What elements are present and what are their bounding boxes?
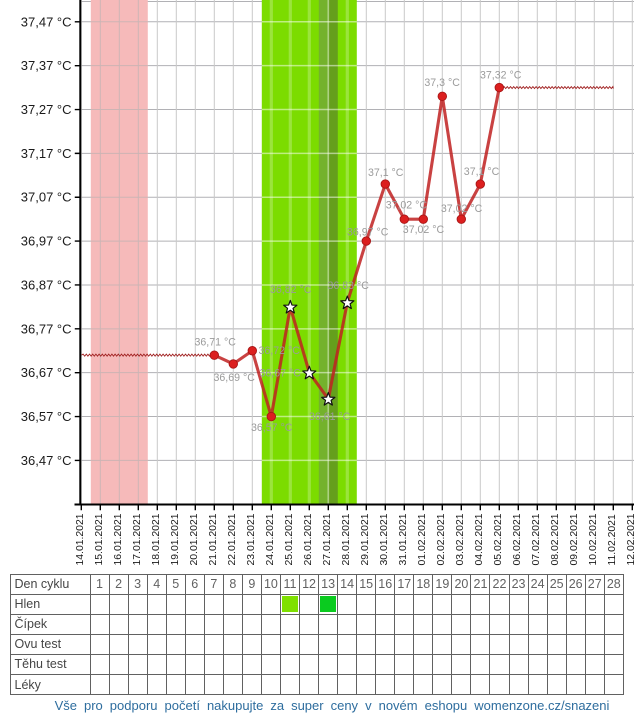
svg-text:37,02 °C: 37,02 °C bbox=[403, 224, 445, 236]
svg-text:12.02.2021: 12.02.2021 bbox=[626, 513, 637, 565]
svg-text:25.01.2021: 25.01.2021 bbox=[284, 513, 295, 565]
svg-text:24.01.2021: 24.01.2021 bbox=[265, 513, 276, 565]
svg-text:36,97 °C: 36,97 °C bbox=[347, 227, 389, 239]
svg-text:07.02.2021: 07.02.2021 bbox=[531, 513, 542, 565]
svg-text:36,77 °C: 36,77 °C bbox=[21, 321, 72, 336]
svg-text:36,57 °C: 36,57 °C bbox=[21, 409, 72, 424]
svg-text:05.02.2021: 05.02.2021 bbox=[493, 513, 504, 565]
svg-text:36,61 °C: 36,61 °C bbox=[309, 411, 351, 423]
svg-text:36,47 °C: 36,47 °C bbox=[21, 453, 72, 468]
svg-text:37,02 °C: 37,02 °C bbox=[386, 200, 428, 212]
svg-text:30.01.2021: 30.01.2021 bbox=[379, 513, 390, 565]
svg-text:36,71 °C: 36,71 °C bbox=[195, 337, 237, 349]
svg-text:37,47 °C: 37,47 °C bbox=[21, 14, 72, 29]
svg-text:10.02.2021: 10.02.2021 bbox=[588, 513, 599, 565]
svg-text:06.02.2021: 06.02.2021 bbox=[512, 513, 523, 565]
svg-text:36,67 °C: 36,67 °C bbox=[260, 368, 302, 380]
svg-text:23.01.2021: 23.01.2021 bbox=[246, 513, 257, 565]
svg-text:36,83 °C: 36,83 °C bbox=[328, 280, 370, 292]
svg-text:37,1 °C: 37,1 °C bbox=[368, 167, 404, 179]
svg-text:37,07 °C: 37,07 °C bbox=[21, 190, 72, 205]
svg-text:36,57 °C: 36,57 °C bbox=[251, 422, 293, 434]
svg-text:36,69 °C: 36,69 °C bbox=[214, 372, 256, 384]
svg-text:08.02.2021: 08.02.2021 bbox=[550, 513, 561, 565]
svg-text:26.01.2021: 26.01.2021 bbox=[303, 513, 314, 565]
svg-text:20.01.2021: 20.01.2021 bbox=[189, 513, 200, 565]
svg-text:18.01.2021: 18.01.2021 bbox=[151, 513, 162, 565]
svg-text:31.01.2021: 31.01.2021 bbox=[398, 513, 409, 565]
svg-text:02.02.2021: 02.02.2021 bbox=[436, 513, 447, 565]
svg-text:19.01.2021: 19.01.2021 bbox=[170, 513, 181, 565]
svg-text:36,72 °C: 36,72 °C bbox=[259, 345, 301, 357]
svg-text:37,37 °C: 37,37 °C bbox=[21, 58, 72, 73]
svg-text:27.01.2021: 27.01.2021 bbox=[322, 513, 333, 565]
svg-text:01.02.2021: 01.02.2021 bbox=[417, 513, 428, 565]
svg-text:37,27 °C: 37,27 °C bbox=[21, 102, 72, 117]
svg-text:21.01.2021: 21.01.2021 bbox=[208, 513, 219, 565]
svg-text:09.02.2021: 09.02.2021 bbox=[569, 513, 580, 565]
svg-text:37,02 °C: 37,02 °C bbox=[441, 203, 483, 215]
svg-text:36,97 °C: 36,97 °C bbox=[21, 234, 72, 249]
svg-text:36,82 °C: 36,82 °C bbox=[270, 284, 312, 296]
svg-text:17.01.2021: 17.01.2021 bbox=[132, 513, 143, 565]
svg-text:29.01.2021: 29.01.2021 bbox=[360, 513, 371, 565]
svg-text:03.02.2021: 03.02.2021 bbox=[455, 513, 466, 565]
svg-text:36,67 °C: 36,67 °C bbox=[21, 365, 72, 380]
svg-text:15.01.2021: 15.01.2021 bbox=[94, 513, 105, 565]
svg-text:04.02.2021: 04.02.2021 bbox=[474, 513, 485, 565]
svg-text:37,17 °C: 37,17 °C bbox=[21, 146, 72, 161]
svg-text:37,3 °C: 37,3 °C bbox=[424, 77, 460, 89]
svg-text:37,1 °C: 37,1 °C bbox=[464, 166, 500, 178]
svg-text:22.01.2021: 22.01.2021 bbox=[227, 513, 238, 565]
svg-text:16.01.2021: 16.01.2021 bbox=[113, 513, 124, 565]
svg-text:28.01.2021: 28.01.2021 bbox=[341, 513, 352, 565]
svg-text:36,87 °C: 36,87 °C bbox=[21, 277, 72, 292]
svg-text:11.02.2021: 11.02.2021 bbox=[607, 514, 618, 565]
svg-text:14.01.2021: 14.01.2021 bbox=[75, 513, 86, 565]
svg-text:37,32 °C: 37,32 °C bbox=[480, 70, 522, 82]
